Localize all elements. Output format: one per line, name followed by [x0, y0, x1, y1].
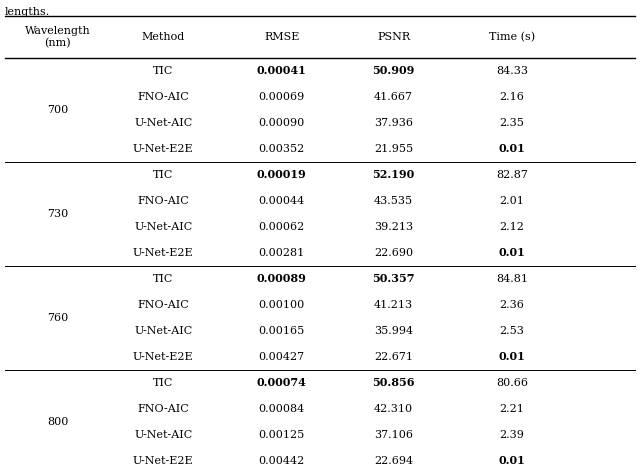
- Text: U-Net-AIC: U-Net-AIC: [134, 430, 193, 440]
- Text: Time (s): Time (s): [489, 32, 535, 42]
- Text: 42.310: 42.310: [374, 404, 413, 414]
- Text: 0.01: 0.01: [499, 247, 525, 259]
- Text: 22.694: 22.694: [374, 456, 413, 466]
- Text: 39.213: 39.213: [374, 222, 413, 232]
- Text: 22.690: 22.690: [374, 248, 413, 258]
- Text: 2.39: 2.39: [500, 430, 524, 440]
- Text: 82.87: 82.87: [496, 170, 528, 180]
- Text: 0.00090: 0.00090: [259, 118, 305, 128]
- Text: 2.21: 2.21: [500, 404, 524, 414]
- Text: lengths.: lengths.: [5, 7, 51, 17]
- Text: 52.190: 52.190: [372, 169, 415, 180]
- Text: 37.106: 37.106: [374, 430, 413, 440]
- Text: FNO-AIC: FNO-AIC: [138, 92, 189, 102]
- Text: Method: Method: [141, 32, 185, 42]
- Text: TIC: TIC: [153, 274, 173, 284]
- Text: 43.535: 43.535: [374, 196, 413, 206]
- Text: 41.667: 41.667: [374, 92, 413, 102]
- Text: 37.936: 37.936: [374, 118, 413, 128]
- Text: TIC: TIC: [153, 66, 173, 76]
- Text: U-Net-E2E: U-Net-E2E: [133, 144, 193, 154]
- Text: 0.00089: 0.00089: [257, 273, 307, 285]
- Text: 41.213: 41.213: [374, 300, 413, 310]
- Text: 2.35: 2.35: [500, 118, 524, 128]
- Text: 0.00069: 0.00069: [259, 92, 305, 102]
- Text: 0.00041: 0.00041: [257, 66, 307, 76]
- Text: 80.66: 80.66: [496, 378, 528, 388]
- Text: U-Net-E2E: U-Net-E2E: [133, 352, 193, 362]
- Text: TIC: TIC: [153, 170, 173, 180]
- Text: 0.00062: 0.00062: [259, 222, 305, 232]
- Text: 50.357: 50.357: [372, 273, 415, 285]
- Text: U-Net-AIC: U-Net-AIC: [134, 118, 193, 128]
- Text: 0.00352: 0.00352: [259, 144, 305, 154]
- Text: 0.01: 0.01: [499, 352, 525, 362]
- Text: 2.01: 2.01: [500, 196, 524, 206]
- Text: 21.955: 21.955: [374, 144, 413, 154]
- Text: 730: 730: [47, 209, 68, 219]
- Text: U-Net-AIC: U-Net-AIC: [134, 326, 193, 336]
- Text: 0.00281: 0.00281: [259, 248, 305, 258]
- Text: 0.00442: 0.00442: [259, 456, 305, 466]
- Text: 760: 760: [47, 313, 68, 323]
- Text: FNO-AIC: FNO-AIC: [138, 404, 189, 414]
- Text: 800: 800: [47, 417, 68, 427]
- Text: 35.994: 35.994: [374, 326, 413, 336]
- Text: U-Net-E2E: U-Net-E2E: [133, 456, 193, 466]
- Text: 0.00165: 0.00165: [259, 326, 305, 336]
- Text: Wavelength
(nm): Wavelength (nm): [25, 26, 90, 48]
- Text: 2.36: 2.36: [500, 300, 524, 310]
- Text: 0.01: 0.01: [499, 455, 525, 466]
- Text: 2.16: 2.16: [500, 92, 524, 102]
- Text: 0.00125: 0.00125: [259, 430, 305, 440]
- Text: 0.00019: 0.00019: [257, 169, 307, 180]
- Text: 0.00074: 0.00074: [257, 378, 307, 388]
- Text: 84.33: 84.33: [496, 66, 528, 76]
- Text: TIC: TIC: [153, 378, 173, 388]
- Text: 2.12: 2.12: [500, 222, 524, 232]
- Text: 84.81: 84.81: [496, 274, 528, 284]
- Text: 2.53: 2.53: [500, 326, 524, 336]
- Text: 0.01: 0.01: [499, 143, 525, 154]
- Text: U-Net-E2E: U-Net-E2E: [133, 248, 193, 258]
- Text: 0.00100: 0.00100: [259, 300, 305, 310]
- Text: FNO-AIC: FNO-AIC: [138, 196, 189, 206]
- Text: PSNR: PSNR: [377, 32, 410, 42]
- Text: U-Net-AIC: U-Net-AIC: [134, 222, 193, 232]
- Text: 22.671: 22.671: [374, 352, 413, 362]
- Text: 0.00044: 0.00044: [259, 196, 305, 206]
- Text: FNO-AIC: FNO-AIC: [138, 300, 189, 310]
- Text: 0.00427: 0.00427: [259, 352, 305, 362]
- Text: 50.856: 50.856: [372, 378, 415, 388]
- Text: 50.909: 50.909: [372, 66, 415, 76]
- Text: 0.00084: 0.00084: [259, 404, 305, 414]
- Text: 700: 700: [47, 105, 68, 115]
- Text: RMSE: RMSE: [264, 32, 300, 42]
